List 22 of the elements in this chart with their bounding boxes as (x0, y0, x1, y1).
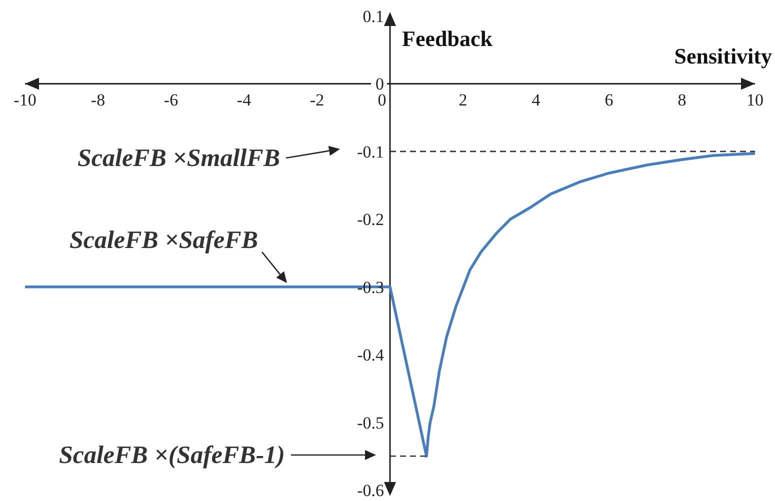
annotation: ScaleFB ×SafeFB (69, 227, 258, 254)
y-tick-label: -0.1 (357, 142, 384, 162)
x-tick-label: 4 (532, 90, 541, 110)
y-axis-title: Feedback (402, 26, 494, 51)
y-tick-label: -0.5 (357, 413, 384, 432)
annotation: ScaleFB ×SmallFB (78, 145, 280, 172)
x-tick-label: -2 (310, 90, 324, 110)
x-tick-label: -6 (164, 90, 178, 110)
x-tick-label: 8 (678, 90, 686, 110)
annotation: ScaleFB ×(SafeFB-1) (58, 442, 285, 469)
y-tick-label: -0.6 (357, 481, 384, 500)
y-tick-label: 0.1 (362, 7, 384, 26)
y-tick-label: 0 (376, 74, 384, 94)
x-tick-label: -4 (236, 90, 252, 110)
x-tick-label: -8 (90, 90, 106, 110)
x-tick-label: 10 (746, 90, 764, 110)
y-tick-label: -0.2 (357, 210, 384, 230)
x-tick-label: 2 (458, 90, 468, 110)
x-tick-label: -10 (14, 90, 36, 110)
x-tick-label: 6 (604, 90, 614, 110)
x-axis-title: Sensitivity (674, 44, 772, 69)
y-tick-label: -0.4 (357, 346, 384, 365)
